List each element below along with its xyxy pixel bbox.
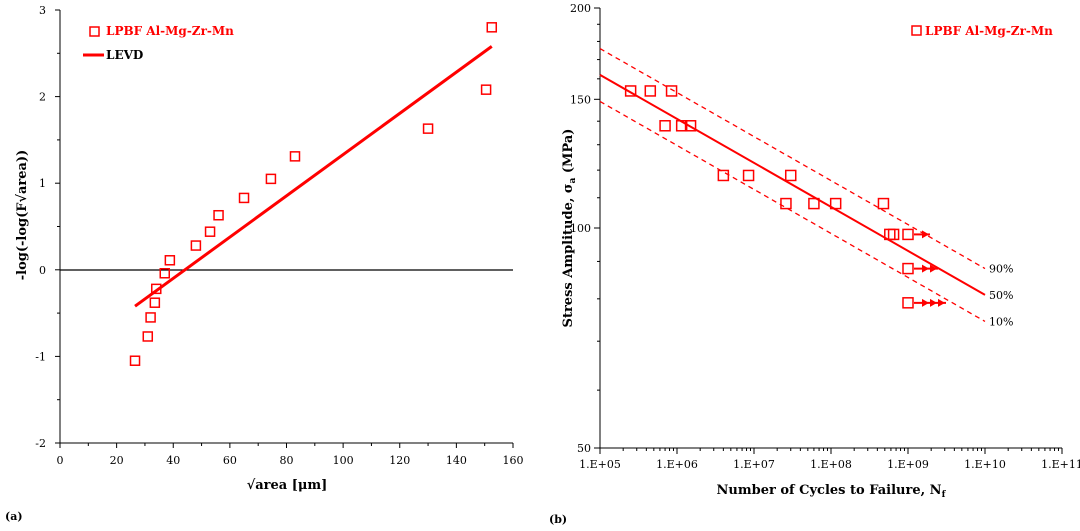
chart-a-data-point	[151, 283, 162, 295]
chart-b-band-10-label: 10%	[989, 315, 1013, 328]
chart-a-x-tick-label: 120	[389, 454, 410, 467]
chart-b-band-90-line	[599, 48, 986, 270]
chart-a-data-point	[422, 123, 434, 134]
panel-label-a: (a)	[5, 510, 23, 523]
chart-a-x-tick-label: 60	[223, 454, 237, 467]
chart-a-x-tick-label: 20	[110, 454, 124, 467]
chart-b-y-tick-label: 50	[577, 442, 591, 455]
chart-b-data-point	[684, 120, 697, 132]
chart-b-runout-arrowhead	[938, 298, 945, 307]
chart-b-data-point	[659, 120, 671, 132]
chart-b-runout-arrowhead	[922, 230, 929, 239]
chart-b-data-point	[742, 169, 755, 182]
chart-a-x-tick-label: 100	[333, 454, 354, 467]
chart-a-legend-label-line: LEVD	[106, 48, 143, 62]
chart-a-y-tick-label: -2	[35, 437, 46, 450]
chart-a-data-point	[129, 355, 141, 366]
chart-b-data-point	[902, 262, 914, 275]
chart-b-runout-arrowhead	[930, 298, 937, 307]
chart-a-y-tick-label: -1	[35, 350, 46, 363]
chart-b-data-point	[675, 120, 688, 132]
chart-b-data-point	[784, 169, 797, 182]
chart-a-x-tick-label: 160	[503, 454, 524, 467]
chart-b-runout-arrowhead	[922, 298, 929, 307]
chart-b-data-point	[829, 197, 842, 210]
chart-a-legend-label-points: LPBF Al-Mg-Zr-Mn	[106, 24, 234, 38]
chart-a-data-point	[164, 255, 176, 266]
chart-b-legend-marker	[911, 25, 922, 36]
chart-b-data-point	[877, 197, 890, 210]
chart-b-data-point	[902, 297, 914, 309]
chart-a: 0 20 40 60 80 100 120 140 160 -2 -1 0 1 2 3 LPBF Al-Mg…	[5, 4, 524, 523]
chart-b-band-90-label: 90%	[989, 263, 1013, 276]
chart-a-data-point	[159, 268, 171, 279]
chart-b-x-axis-label: Number of Cycles to Failure, Nf	[717, 483, 947, 500]
chart-b-band-50-line	[599, 74, 986, 296]
chart-b-x-tick-label: 1.E+09	[887, 458, 929, 471]
chart-a-data-point	[204, 226, 216, 237]
chart-b-runout-arrowhead	[930, 264, 937, 273]
chart-a-legend-marker-points	[89, 26, 100, 37]
chart-b-x-tick-label: 1.E+10	[964, 458, 1006, 471]
chart-a-data-point	[149, 297, 161, 308]
chart-a-y-tick-label: 3	[39, 4, 46, 17]
chart-a-x-tick-label: 0	[57, 454, 64, 467]
chart-b-y-tick-label: 150	[570, 93, 591, 106]
chart-b-data-point	[887, 228, 900, 241]
chart-a-x-tick-label: 140	[446, 454, 467, 467]
chart-b-x-tick-label: 1.E+07	[733, 458, 775, 471]
chart-a-data-point	[265, 173, 277, 185]
chart-a-data-point	[213, 209, 224, 221]
chart-b-y-tick-label: 100	[570, 222, 591, 235]
chart-b-x-tick-label: 1.E+05	[579, 458, 621, 471]
chart-b-data-point	[644, 85, 657, 97]
chart-b-x-tick-label: 1.E+06	[656, 458, 698, 471]
chart-a-x-tick-label: 40	[166, 454, 180, 467]
chart-a-y-tick-label: 1	[39, 177, 46, 190]
chart-b-band-10-line	[599, 100, 986, 322]
chart-a-x-axis-label: √area [μm]	[247, 478, 328, 493]
chart-b-legend-label: LPBF Al-Mg-Zr-Mn	[925, 24, 1053, 38]
chart-a-data-point	[486, 22, 498, 33]
chart-a-data-point	[289, 151, 301, 162]
chart-a-levd-line	[134, 45, 493, 308]
chart-a-y-tick-label: 0	[39, 264, 46, 277]
chart-b-data-point	[624, 85, 637, 97]
chart-a-data-point	[238, 192, 250, 204]
panel-label-b: (b)	[549, 513, 567, 526]
chart-a-data-point	[480, 84, 492, 95]
chart-a-data-point	[190, 240, 202, 251]
chart-b-x-tick-label: 1.E+08	[810, 458, 852, 471]
chart-b-band-50-label: 50%	[989, 289, 1013, 302]
chart-b-y-tick-label: 200	[570, 2, 591, 15]
chart-b-x-tick-label: 1.E+11	[1041, 458, 1080, 471]
chart-b-data-point	[780, 197, 792, 210]
chart-b-y-axis-label: Stress Amplitude, σa (MPa)	[561, 129, 578, 328]
chart-a-x-tick-label: 80	[280, 454, 294, 467]
chart-a-data-point	[145, 312, 156, 323]
chart-b-runout-arrowhead	[922, 264, 929, 273]
chart-b: 1.E+05 1.E+06 1.E+07 1.E+08 1.E+09 1.E+10 1.E+…	[549, 2, 1080, 526]
chart-b-data-point	[717, 169, 730, 182]
chart-a-y-tick-label: 2	[39, 91, 46, 104]
chart-b-data-point	[808, 197, 820, 210]
chart-b-data-point	[665, 85, 678, 97]
chart-a-data-point	[142, 331, 154, 342]
chart-a-y-axis-label: -log(-log(F√area))	[15, 150, 30, 281]
chart-b-data-point	[902, 228, 914, 241]
